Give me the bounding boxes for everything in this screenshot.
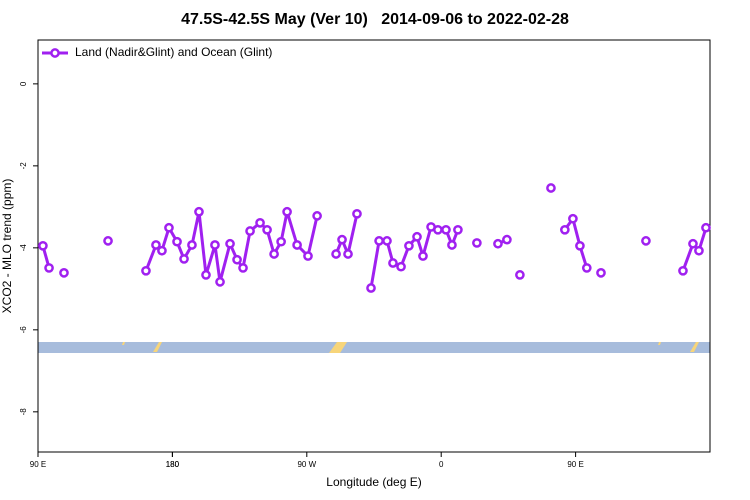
- x-tick-label: 0: [439, 460, 444, 469]
- legend-label: Land (Nadir&Glint) and Ocean (Glint): [75, 45, 272, 59]
- data-point: [493, 238, 503, 249]
- data-point: [581, 263, 592, 273]
- data-point: [103, 236, 113, 246]
- data-point: [172, 236, 182, 247]
- data-point: [688, 238, 698, 249]
- x-tick-label: 180: [166, 460, 180, 469]
- data-point: [568, 213, 578, 224]
- plot-frame: [37, 39, 711, 453]
- data-point: [546, 183, 556, 193]
- data-point: [337, 234, 347, 245]
- data-point: [164, 222, 174, 233]
- data-point: [502, 234, 512, 245]
- data-point: [447, 240, 457, 250]
- data-point: [245, 226, 255, 236]
- data-point: [187, 240, 197, 250]
- chart-title: 47.5S-42.5S May (Ver 10) 2014-09-06 to 2…: [181, 11, 569, 28]
- data-point: [262, 224, 272, 235]
- data-point: [331, 249, 341, 259]
- data-point: [269, 249, 279, 259]
- x-tick-label: 90 E: [30, 460, 46, 469]
- ocean-band: [38, 342, 710, 353]
- data-point: [396, 261, 406, 272]
- data-point: [418, 251, 428, 261]
- data-point: [343, 249, 353, 259]
- land-marks: [122, 342, 699, 353]
- data-point: [215, 277, 225, 287]
- legend-marker: [50, 48, 60, 58]
- data-point: [441, 224, 451, 235]
- data-point: [388, 258, 398, 268]
- y-tick-label: -2: [19, 162, 28, 170]
- data-point: [382, 236, 392, 246]
- data-point: [38, 240, 48, 251]
- data-point: [232, 254, 242, 265]
- data-point: [303, 251, 313, 261]
- data-point: [276, 236, 286, 247]
- data-point: [433, 224, 443, 235]
- data-point: [694, 245, 704, 256]
- data-point: [210, 240, 220, 250]
- y-tick-label: -4: [19, 244, 28, 252]
- x-tick-label: 90 E: [567, 460, 583, 469]
- data-point: [453, 224, 463, 235]
- data-point: [59, 268, 69, 278]
- data-point: [179, 254, 189, 264]
- data-point: [44, 263, 54, 273]
- data-point: [596, 268, 606, 278]
- data-point: [151, 240, 161, 250]
- data-point: [255, 217, 265, 228]
- data-point: [559, 224, 570, 235]
- y-tick-label: 0: [19, 81, 28, 86]
- data-point: [292, 240, 302, 250]
- data-point: [141, 265, 151, 276]
- x-tick-label: 180: [166, 460, 180, 469]
- data-point: [678, 265, 688, 276]
- data-point: [238, 263, 248, 273]
- data-point: [225, 238, 235, 249]
- data-point: [472, 238, 482, 248]
- data-point: [194, 206, 204, 217]
- series-line: [41, 210, 708, 289]
- data-point: [575, 240, 585, 251]
- data-point: [157, 245, 167, 256]
- x-tick-label: 90 W: [297, 460, 316, 469]
- data-point: [701, 222, 711, 233]
- x-axis-label: Longitude (deg E): [326, 475, 421, 489]
- data-point: [404, 240, 414, 251]
- data-point: [282, 206, 292, 217]
- data-point: [201, 270, 211, 280]
- data-point: [312, 211, 322, 221]
- y-tick-label: -8: [19, 408, 28, 416]
- y-tick-label: -6: [19, 326, 28, 334]
- data-point: [515, 270, 525, 280]
- data-point: [374, 236, 384, 246]
- data-point: [641, 236, 651, 246]
- data-point: [352, 208, 362, 219]
- data-point: [412, 231, 422, 242]
- data-point: [366, 283, 376, 293]
- y-axis-label: XCO2 - MLO trend (ppm): [0, 179, 14, 314]
